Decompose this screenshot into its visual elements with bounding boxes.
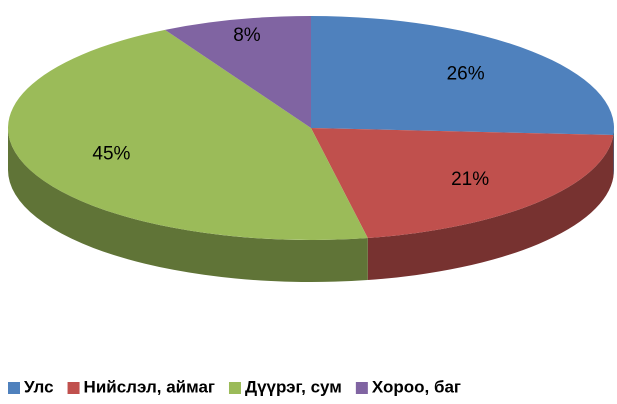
pie-slice — [311, 128, 614, 239]
pie-slice — [165, 16, 311, 128]
pie-sides — [8, 128, 614, 283]
legend-label: Хороо, баг — [372, 377, 461, 396]
data-label: 8% — [233, 25, 261, 46]
pie-side — [8, 128, 368, 283]
legend-label: Улс — [24, 377, 54, 396]
data-labels: 26% 21% 45% 8% — [92, 25, 489, 190]
pie-slice — [311, 16, 614, 136]
pie-tops — [8, 16, 614, 240]
legend-label: Дүүрэг, сум — [245, 377, 342, 396]
legend-swatch — [67, 382, 80, 394]
legend-swatch — [8, 382, 20, 394]
data-label: 45% — [92, 144, 130, 165]
legend-swatch — [355, 382, 368, 394]
pie-slice — [8, 29, 368, 240]
data-label: 21% — [451, 169, 489, 190]
legend-swatch — [228, 382, 241, 394]
legend-label: Нийслэл, аймаг — [84, 377, 215, 396]
legend: Улс Нийслэл, аймаг Дүүрэг, сум Хороо, баг — [8, 377, 461, 396]
data-label: 26% — [447, 63, 485, 84]
pie-side — [613, 128, 614, 178]
pie-side — [367, 135, 614, 281]
